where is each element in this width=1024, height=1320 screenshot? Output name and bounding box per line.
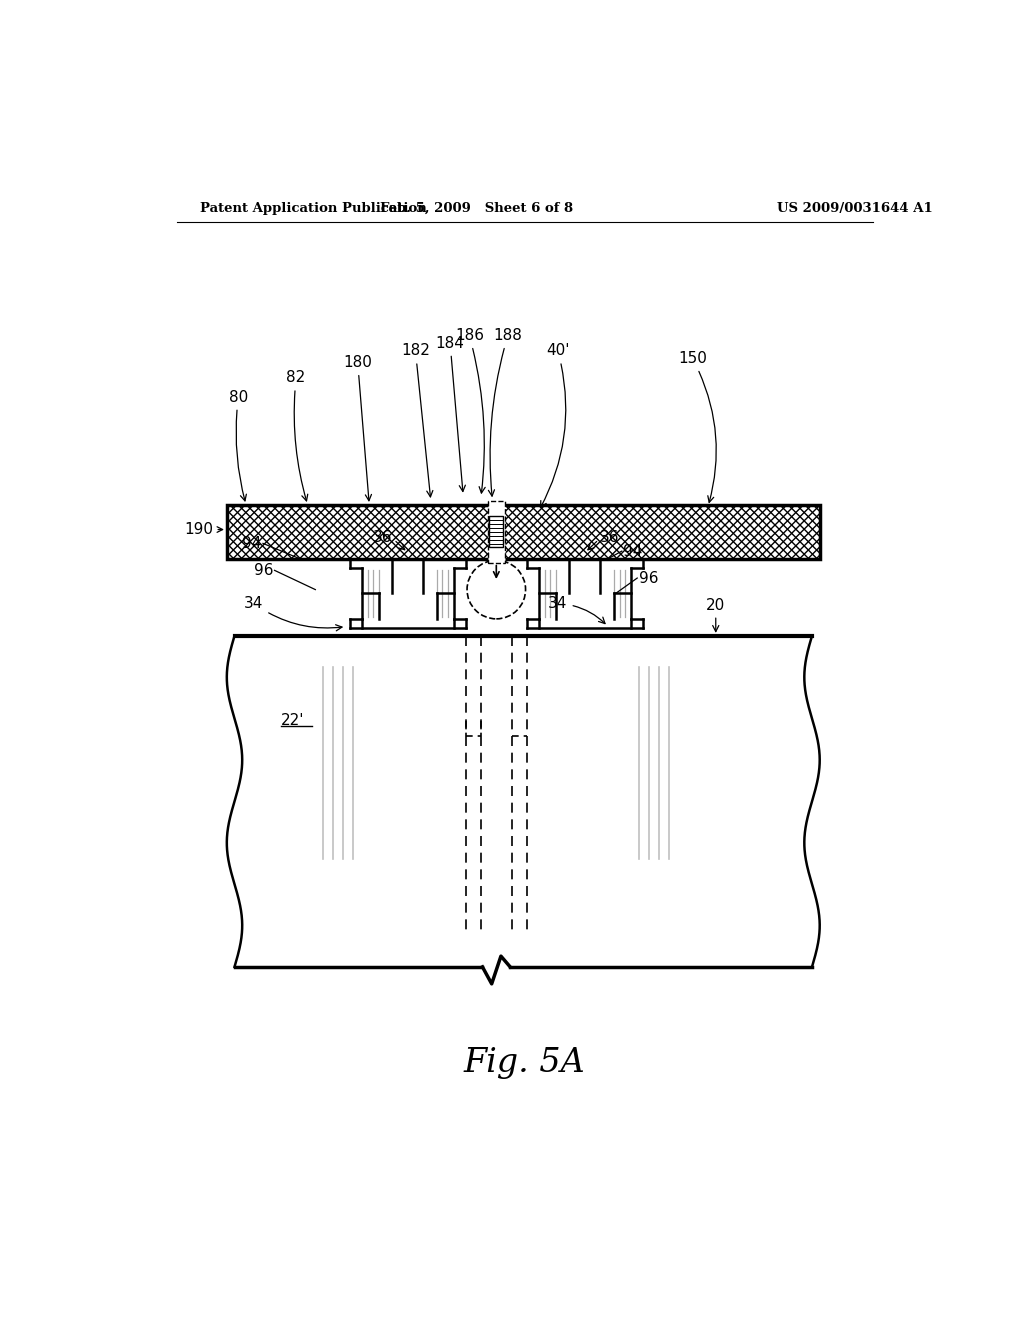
Text: 184: 184 xyxy=(435,335,465,491)
Text: 186: 186 xyxy=(455,327,485,494)
Text: 96: 96 xyxy=(639,570,658,586)
Bar xyxy=(487,502,505,562)
Text: 80: 80 xyxy=(228,389,248,500)
Text: 188: 188 xyxy=(488,327,522,496)
Text: 20: 20 xyxy=(707,598,725,632)
Bar xyxy=(226,506,819,558)
Text: Fig. 5A: Fig. 5A xyxy=(464,1047,586,1080)
Text: 150: 150 xyxy=(678,351,716,503)
Text: 94: 94 xyxy=(242,536,261,550)
Text: 82: 82 xyxy=(287,371,308,500)
Text: 22': 22' xyxy=(281,713,304,729)
Text: 40': 40' xyxy=(541,343,569,507)
Text: 34: 34 xyxy=(244,595,342,631)
Text: 94: 94 xyxy=(624,544,643,558)
Text: 180: 180 xyxy=(343,355,372,500)
Text: US 2009/0031644 A1: US 2009/0031644 A1 xyxy=(777,202,933,215)
Text: Patent Application Publication: Patent Application Publication xyxy=(200,202,427,215)
Text: 36: 36 xyxy=(373,529,392,545)
Text: 182: 182 xyxy=(401,343,433,496)
Text: 96: 96 xyxy=(254,562,273,578)
Text: 34: 34 xyxy=(548,595,605,623)
Bar xyxy=(226,506,819,558)
Text: Feb. 5, 2009   Sheet 6 of 8: Feb. 5, 2009 Sheet 6 of 8 xyxy=(381,202,573,215)
Bar xyxy=(489,516,503,548)
Text: 36: 36 xyxy=(600,529,620,545)
Text: 190: 190 xyxy=(184,521,214,537)
